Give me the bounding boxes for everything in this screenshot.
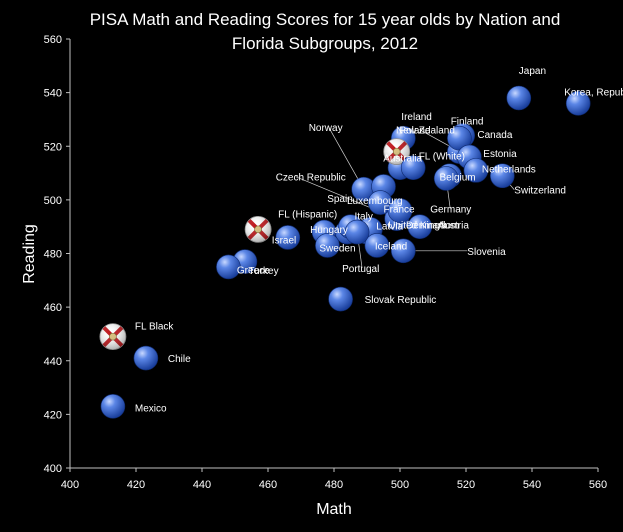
y-tick-label: 540 (44, 88, 62, 100)
chart-subtitle: Florida Subgroups, 2012 (231, 34, 419, 53)
point-label: Australia (383, 154, 422, 165)
point-label: Denmark (406, 221, 448, 232)
data-point (463, 158, 489, 183)
point-label: Iceland (375, 241, 407, 252)
chart-title: PISA Math and Reading Scores for 15 year… (89, 10, 561, 29)
point-label: Germany (430, 204, 471, 215)
data-points (99, 85, 591, 419)
point-label: Estonia (483, 149, 517, 160)
point-label: Austria (438, 221, 470, 232)
y-tick-label: 400 (44, 463, 62, 475)
point-label: FL (Hispanic) (278, 209, 337, 220)
point-label: Slovenia (467, 247, 506, 258)
point-label: Finland (451, 117, 484, 128)
florida-flag-point (383, 138, 411, 166)
florida-flag-point (244, 215, 272, 243)
x-tick-label: 520 (457, 479, 475, 491)
x-tick-label: 420 (127, 479, 145, 491)
data-point (390, 238, 416, 264)
data-point (328, 286, 353, 312)
point-label: Latvia (376, 221, 403, 232)
x-tick-label: 500 (391, 479, 409, 491)
point-label: Greece (237, 266, 270, 277)
point-label: Spain (327, 194, 353, 205)
point-label: Canada (477, 130, 512, 141)
point-label: FL (White) (419, 152, 465, 163)
data-point (407, 214, 433, 239)
point-label: Norway (309, 123, 343, 134)
x-tick-label: 560 (589, 479, 607, 491)
point-label: Luxembourg (347, 196, 403, 207)
y-tick-label: 480 (44, 249, 62, 261)
point-label: Ireland (401, 112, 432, 123)
y-tick-label: 440 (44, 356, 62, 368)
data-point (364, 233, 390, 258)
axes: 400 420 440 460 480 500 520 540 560 400 420 440 460 4… (44, 34, 608, 491)
point-label: Belgium (440, 173, 476, 184)
y-tick-label: 420 (44, 409, 62, 421)
point-label: France (384, 204, 416, 215)
point-label: Turkey (248, 266, 278, 277)
point-label: Switzerland (514, 186, 566, 197)
x-tick-label: 480 (325, 479, 343, 491)
point-label: Mexico (135, 403, 167, 414)
x-tick-label: 460 (259, 479, 277, 491)
point-label: Czech Republic (276, 173, 346, 184)
point-label: Chile (168, 354, 191, 365)
data-point (400, 155, 426, 180)
point-label: Japan (519, 66, 546, 77)
point-label: United Kingdom (388, 221, 459, 232)
data-point (489, 163, 515, 189)
point-label: Poland (399, 126, 430, 137)
data-point (506, 85, 532, 111)
florida-flag-point (99, 323, 127, 351)
y-tick-label: 560 (44, 34, 62, 46)
y-tick-label: 460 (44, 302, 62, 314)
data-point (216, 254, 241, 280)
data-point (387, 198, 413, 223)
point-label: Korea, Republic of (564, 87, 623, 98)
point-label: Netherlands (482, 164, 536, 175)
data-point (275, 225, 301, 250)
point-label: Sweden (319, 243, 355, 254)
x-tick-label: 540 (523, 479, 541, 491)
data-point (565, 91, 591, 116)
point-label: Israel (272, 235, 296, 246)
y-axis-title: Reading (21, 224, 38, 284)
data-point (433, 166, 459, 191)
point-label: New Zealand (396, 126, 455, 137)
y-tick-label: 520 (44, 141, 62, 153)
point-label: FL Black (135, 322, 175, 333)
x-axis-title: Math (316, 501, 352, 518)
point-label: Slovak Republic (365, 295, 437, 306)
y-tick-label: 500 (44, 195, 62, 207)
point-label: Hungary (310, 225, 348, 236)
x-tick-label: 440 (193, 479, 211, 491)
data-point (133, 345, 159, 371)
x-tick-label: 400 (61, 479, 79, 491)
point-label: Portugal (342, 264, 379, 275)
data-point (315, 233, 340, 258)
point-label: Italy (355, 212, 373, 223)
data-point (344, 219, 370, 245)
data-point (100, 394, 126, 419)
